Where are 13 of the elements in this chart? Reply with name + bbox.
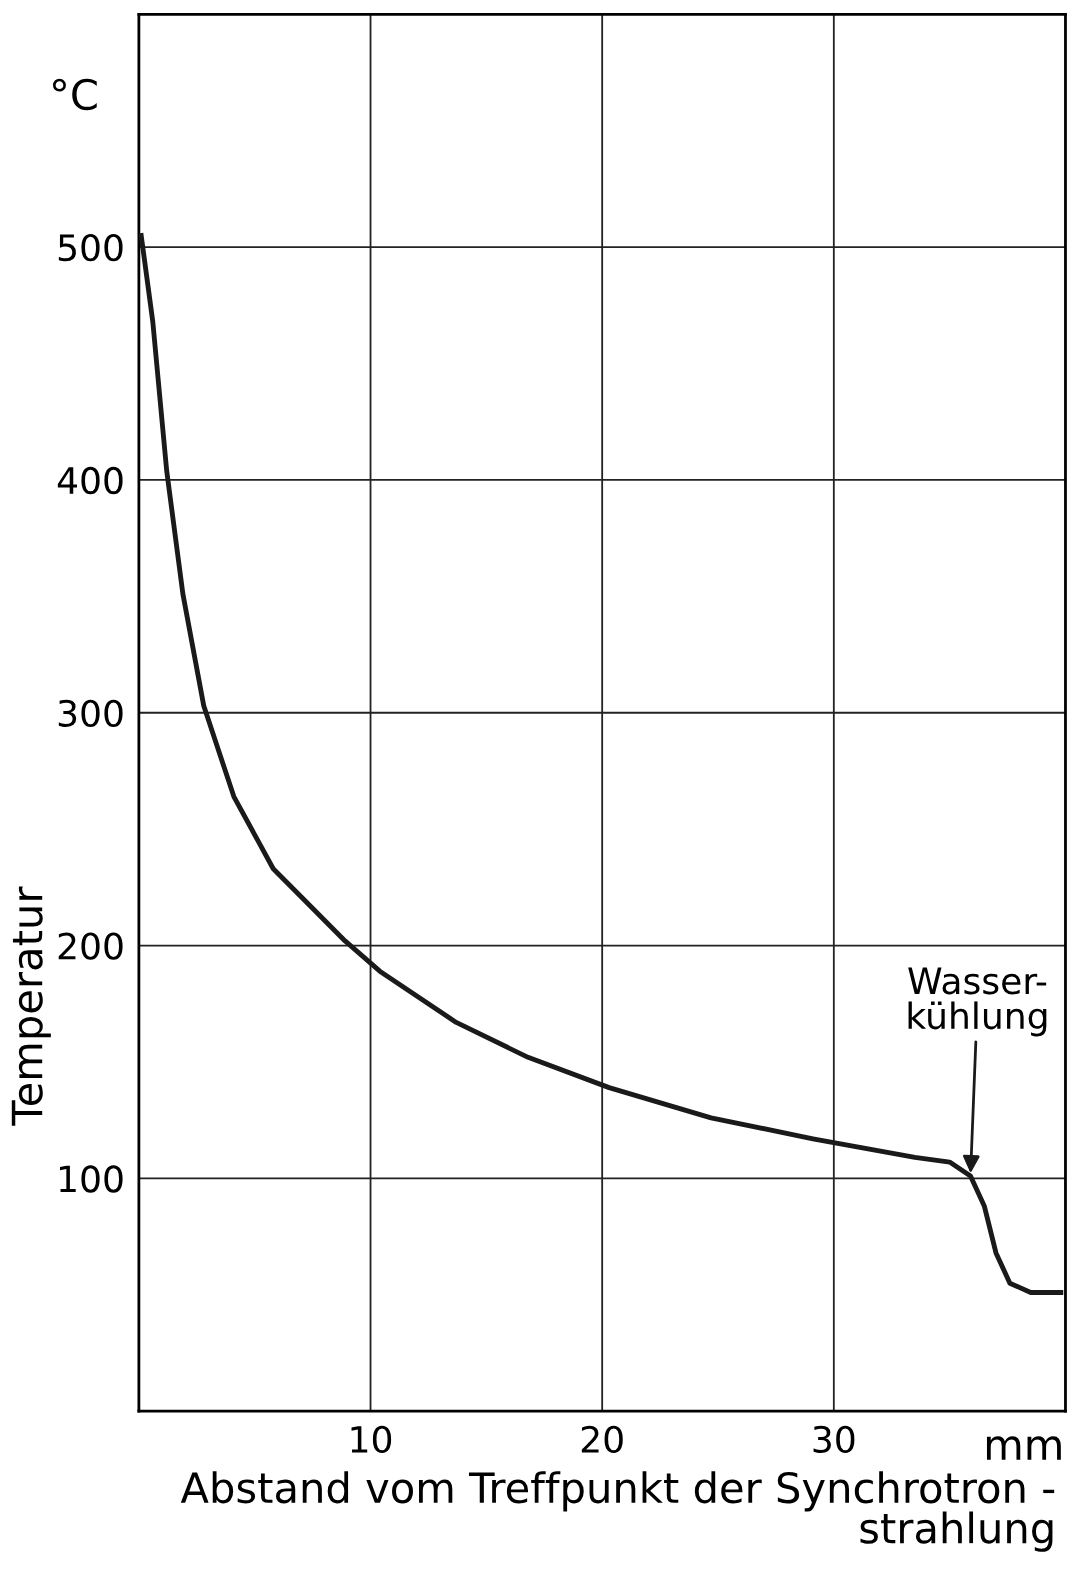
x-tick-label: 10 — [351, 1425, 392, 1454]
x-tick-label: 30 — [813, 1425, 855, 1454]
y-tick-label: 200 — [58, 932, 123, 960]
x-tick-label: 20 — [581, 1425, 623, 1454]
text: mm — [986, 1436, 1061, 1460]
annotation: Wasser- kühlung — [908, 967, 1047, 1037]
y-tick-label: 500 — [58, 234, 123, 262]
y-tick-label: 100 — [60, 1165, 123, 1193]
text: °C — [53, 78, 97, 111]
x-axis-title: Abstand vom Treffpunkt der Synchrotron - strahlung — [180, 1471, 1055, 1552]
y-axis-title: Temperatur — [11, 886, 51, 1126]
y-tick-label: 400 — [57, 466, 123, 495]
y-tick-label: 300 — [58, 699, 123, 727]
